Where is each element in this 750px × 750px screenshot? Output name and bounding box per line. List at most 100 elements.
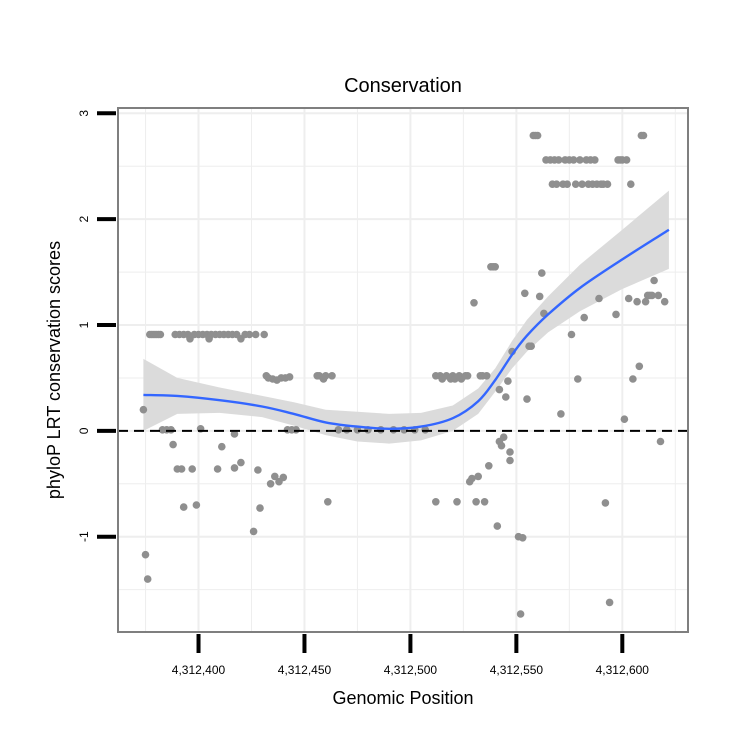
data-point [660, 297, 669, 306]
y-tick-label: 3 [77, 110, 91, 117]
data-point [470, 299, 478, 307]
data-point [603, 180, 612, 188]
data-point [237, 458, 245, 467]
data-point [563, 180, 571, 188]
data-point [251, 330, 260, 339]
data-point [571, 180, 580, 188]
data-point [629, 375, 637, 383]
data-point [495, 385, 504, 394]
data-point [480, 498, 489, 506]
data-point [482, 372, 491, 380]
panel-border [117, 107, 689, 633]
data-point [650, 276, 658, 285]
data-point [516, 610, 525, 618]
data-point [468, 474, 476, 483]
y-axis: -1 0 1 2 3 [77, 110, 116, 542]
data-point [285, 373, 294, 381]
data-point [271, 472, 279, 481]
data-point [260, 330, 269, 339]
data-point [521, 289, 529, 298]
data-point [506, 448, 514, 456]
panel-background [118, 108, 688, 632]
data-point [624, 294, 633, 303]
data-point [177, 465, 186, 473]
data-point [497, 441, 506, 450]
data-point [620, 415, 629, 424]
data-point [648, 291, 656, 300]
data-point [334, 426, 343, 434]
data-point [279, 473, 288, 482]
data-point [499, 433, 508, 442]
data-point [527, 342, 535, 351]
smooth-trend-line [143, 228, 670, 431]
data-point [627, 180, 635, 188]
data-point [143, 575, 152, 583]
data-point [502, 393, 510, 401]
data-point [523, 395, 531, 403]
data-point [218, 442, 226, 451]
data-point [472, 498, 480, 506]
data-point [254, 466, 262, 474]
data-point [491, 263, 500, 271]
y-tick-label: 0 [77, 427, 91, 434]
data-point [641, 297, 650, 306]
data-point [567, 330, 576, 339]
x-tick-label: 4,312,550 [490, 663, 544, 677]
data-point [245, 330, 254, 339]
data-point [266, 480, 275, 488]
data-point [230, 464, 239, 472]
data-point [576, 156, 584, 164]
y-axis-title: phyloP LRT conservation scores [44, 241, 64, 499]
y-tick-label: 2 [77, 216, 91, 223]
data-point [474, 472, 483, 481]
data-point [321, 372, 330, 380]
data-point [188, 465, 196, 473]
x-tick-label: 4,312,400 [172, 663, 226, 677]
data-point [595, 294, 603, 303]
data-point [141, 550, 150, 559]
chart-title: Conservation [344, 75, 462, 97]
data-point [533, 131, 542, 140]
data-point [518, 534, 527, 542]
data-point [639, 131, 648, 140]
data-point [601, 499, 610, 507]
data-point [554, 156, 563, 164]
data-point [256, 504, 264, 512]
data-point [493, 522, 502, 530]
data-point [612, 310, 620, 319]
x-axis-title: Genomic Position [332, 688, 473, 708]
data-point [552, 180, 561, 188]
data-point [538, 269, 546, 277]
plot-panel [117, 107, 689, 633]
data-point [453, 498, 461, 506]
data-point [213, 465, 222, 473]
x-tick-label: 4,312,500 [384, 663, 438, 677]
data-point [557, 410, 565, 418]
data-point [591, 156, 599, 164]
data-point [574, 375, 582, 383]
data-point [432, 498, 440, 506]
data-point [463, 372, 472, 380]
data-point [343, 426, 351, 434]
y-tick-label: 1 [77, 321, 91, 328]
data-point [578, 180, 586, 188]
data-point [169, 440, 177, 449]
data-point [192, 501, 201, 509]
x-axis: 4,312,400 4,312,450 4,312,500 4,312,550 4,31… [172, 634, 649, 677]
x-tick-label: 4,312,450 [278, 663, 332, 677]
data-point [504, 377, 512, 385]
data-point [622, 156, 631, 164]
confidence-band [143, 190, 669, 444]
data-point [633, 297, 641, 306]
data-point [535, 292, 544, 301]
data-point [328, 372, 336, 380]
data-point [605, 598, 614, 607]
data-point [230, 430, 239, 438]
data-point [506, 456, 514, 465]
data-point [139, 405, 148, 414]
data-point [580, 313, 588, 322]
data-point [485, 462, 493, 470]
data-point [156, 330, 165, 339]
data-point [179, 503, 188, 511]
